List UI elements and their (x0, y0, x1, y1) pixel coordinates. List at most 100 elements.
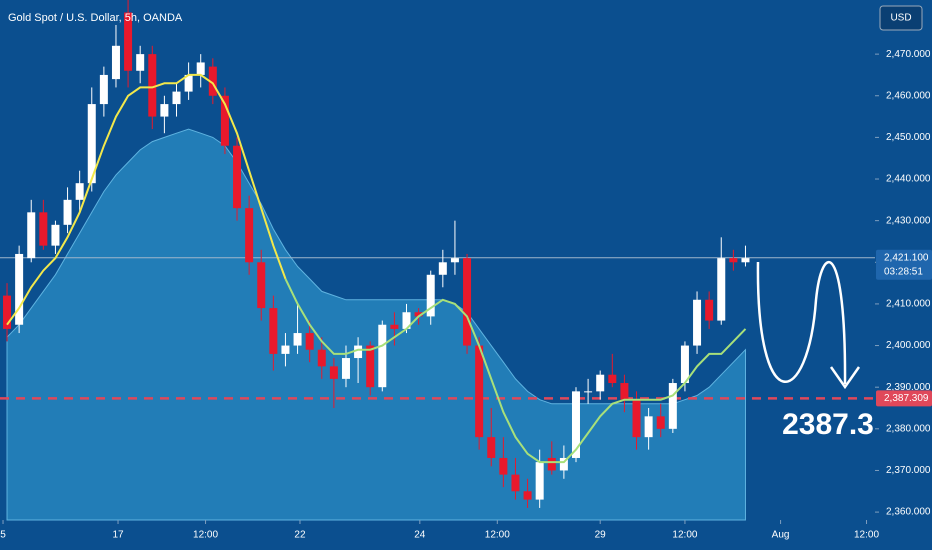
candle-body (705, 299, 714, 321)
y-tick-label: 2,400.000 (886, 340, 931, 351)
candle-body (233, 145, 242, 209)
y-tick-label: 2,410.000 (886, 299, 931, 310)
y-tick-label: 2,380.000 (886, 423, 931, 434)
candle-body (51, 224, 60, 246)
candle-body (402, 312, 411, 329)
candle-body (547, 457, 556, 471)
candle-body (584, 391, 593, 393)
target-label: 2387.3 (782, 408, 874, 441)
candle-body (668, 383, 677, 429)
candle-body (293, 333, 302, 346)
candle-body (27, 212, 36, 259)
average-area (6, 128, 747, 521)
candle-body (463, 258, 472, 346)
candle-body (499, 457, 508, 475)
candle-body (729, 258, 738, 263)
candle-body (281, 345, 290, 354)
moving-average (284, 278, 747, 464)
candle-body (305, 333, 314, 350)
candle-body (136, 54, 145, 71)
price-label: 2,421.100 (884, 252, 929, 263)
candle-body (99, 74, 108, 105)
price-label: 2,387.309 (884, 393, 929, 404)
candle-body (523, 491, 532, 500)
candle-body (390, 324, 399, 329)
y-tick-label: 2,360.000 (886, 507, 931, 518)
candle-body (632, 399, 641, 438)
chart-title: Gold Spot / U.S. Dollar, 5h, OANDA (8, 12, 183, 24)
x-tick-label: 12:00 (672, 530, 697, 541)
candle-body (184, 74, 193, 92)
candle-body (378, 324, 387, 388)
candle-body (620, 383, 629, 400)
candle-body (15, 253, 24, 325)
x-tick-label: 12:00 (485, 530, 510, 541)
currency-button[interactable] (879, 5, 923, 31)
candle-body (257, 262, 266, 309)
x-tick-label: Aug (772, 530, 790, 541)
candle-body (341, 358, 350, 379)
arrow-head (829, 366, 861, 390)
candle-body (559, 457, 568, 471)
y-tick-label: 2,440.000 (886, 174, 931, 185)
candle-body (535, 462, 544, 500)
candle-body (124, 12, 133, 71)
y-tick-label: 2,430.000 (886, 215, 931, 226)
candle-body (3, 295, 12, 329)
candle-body (571, 391, 580, 458)
candle-body (596, 374, 605, 392)
candle-body (450, 258, 459, 263)
candle-body (87, 104, 96, 184)
x-tick-label: 12:00 (193, 530, 218, 541)
y-tick-label: 2,460.000 (886, 90, 931, 101)
plot-area (0, 0, 875, 521)
candle-body (208, 66, 217, 96)
candle-body (160, 104, 169, 117)
candle-body (111, 45, 120, 80)
x-tick-label: 5 (0, 530, 6, 541)
price-label-box (876, 249, 932, 280)
moving-average (6, 73, 287, 326)
candle-body (680, 345, 689, 384)
candle-body (269, 308, 278, 354)
candle-body (487, 437, 496, 458)
candle-body (196, 62, 205, 75)
countdown-label: 03:28:51 (884, 266, 923, 277)
x-tick-label: 24 (414, 530, 426, 541)
candle-body (475, 345, 484, 438)
candle-body (717, 258, 726, 321)
candle-body (656, 416, 665, 429)
candle-body (245, 208, 254, 263)
candle-body (354, 345, 363, 359)
price-label-box (876, 390, 932, 407)
candle-body (414, 312, 423, 317)
x-tick-label: 12:00 (854, 530, 879, 541)
candle-body (172, 91, 181, 105)
candle-body (438, 262, 447, 275)
candle-body (644, 416, 653, 438)
candle-body (608, 374, 617, 384)
candle-body (426, 274, 435, 317)
candle-body (366, 345, 375, 388)
x-tick-label: 17 (112, 530, 124, 541)
candle-body (39, 212, 48, 246)
forecast-arrow (756, 260, 847, 385)
candle-body (75, 183, 84, 200)
y-tick-label: 2,450.000 (886, 132, 931, 143)
y-tick-label: 2,470.000 (886, 49, 931, 60)
y-tick-label: 2,370.000 (886, 465, 931, 476)
y-tick-label: 2,390.000 (886, 382, 931, 393)
candle-body (148, 54, 157, 117)
candle-body (63, 199, 72, 225)
candle-body (220, 95, 229, 146)
x-tick-label: 29 (595, 530, 607, 541)
currency-label[interactable]: USD (890, 13, 911, 24)
candle-body (693, 299, 702, 346)
candle-body (741, 258, 750, 263)
x-tick-label: 22 (294, 530, 306, 541)
candle-body (329, 366, 338, 379)
candle-body (317, 349, 326, 367)
candle-body (511, 474, 520, 492)
